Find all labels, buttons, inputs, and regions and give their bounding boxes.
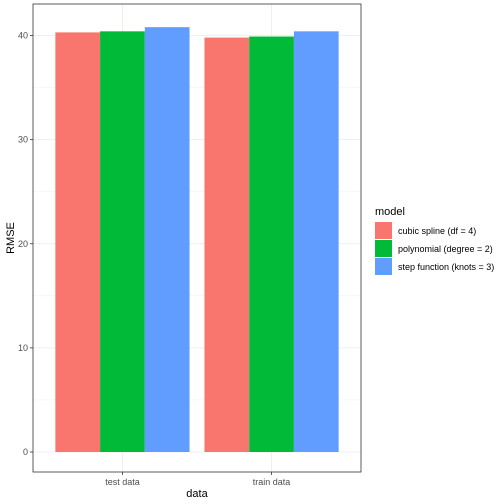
bar bbox=[100, 31, 145, 453]
x-axis: test data train data bbox=[105, 472, 290, 487]
legend-key bbox=[375, 240, 392, 257]
legend-label: step function (knots = 3) bbox=[398, 262, 494, 272]
bar bbox=[204, 37, 250, 453]
legend-label: cubic spline (df = 4) bbox=[398, 226, 476, 236]
bar bbox=[144, 27, 190, 452]
legend-key bbox=[375, 258, 392, 275]
x-tick-label: test data bbox=[105, 477, 140, 487]
y-tick-label: 20 bbox=[18, 239, 28, 249]
y-tick-label: 30 bbox=[18, 135, 28, 145]
legend-label: polynomial (degree = 2) bbox=[398, 244, 493, 254]
bar bbox=[249, 36, 294, 452]
bars bbox=[55, 27, 339, 453]
y-tick-label: 0 bbox=[23, 447, 28, 457]
panel-border bbox=[32, 3, 362, 473]
bar bbox=[55, 32, 101, 452]
y-axis-title: RMSE bbox=[5, 222, 17, 254]
x-tick-label: train data bbox=[253, 477, 291, 487]
legend-key bbox=[375, 222, 392, 239]
bar bbox=[293, 31, 339, 453]
y-tick-label: 40 bbox=[18, 31, 28, 41]
x-axis-title: data bbox=[186, 488, 208, 500]
legend-title: model bbox=[375, 206, 405, 218]
y-axis: 0 10 20 30 40 bbox=[18, 31, 33, 457]
legend: model cubic spline (df = 4) polynomial (d… bbox=[375, 206, 494, 275]
y-tick-label: 10 bbox=[18, 343, 28, 353]
